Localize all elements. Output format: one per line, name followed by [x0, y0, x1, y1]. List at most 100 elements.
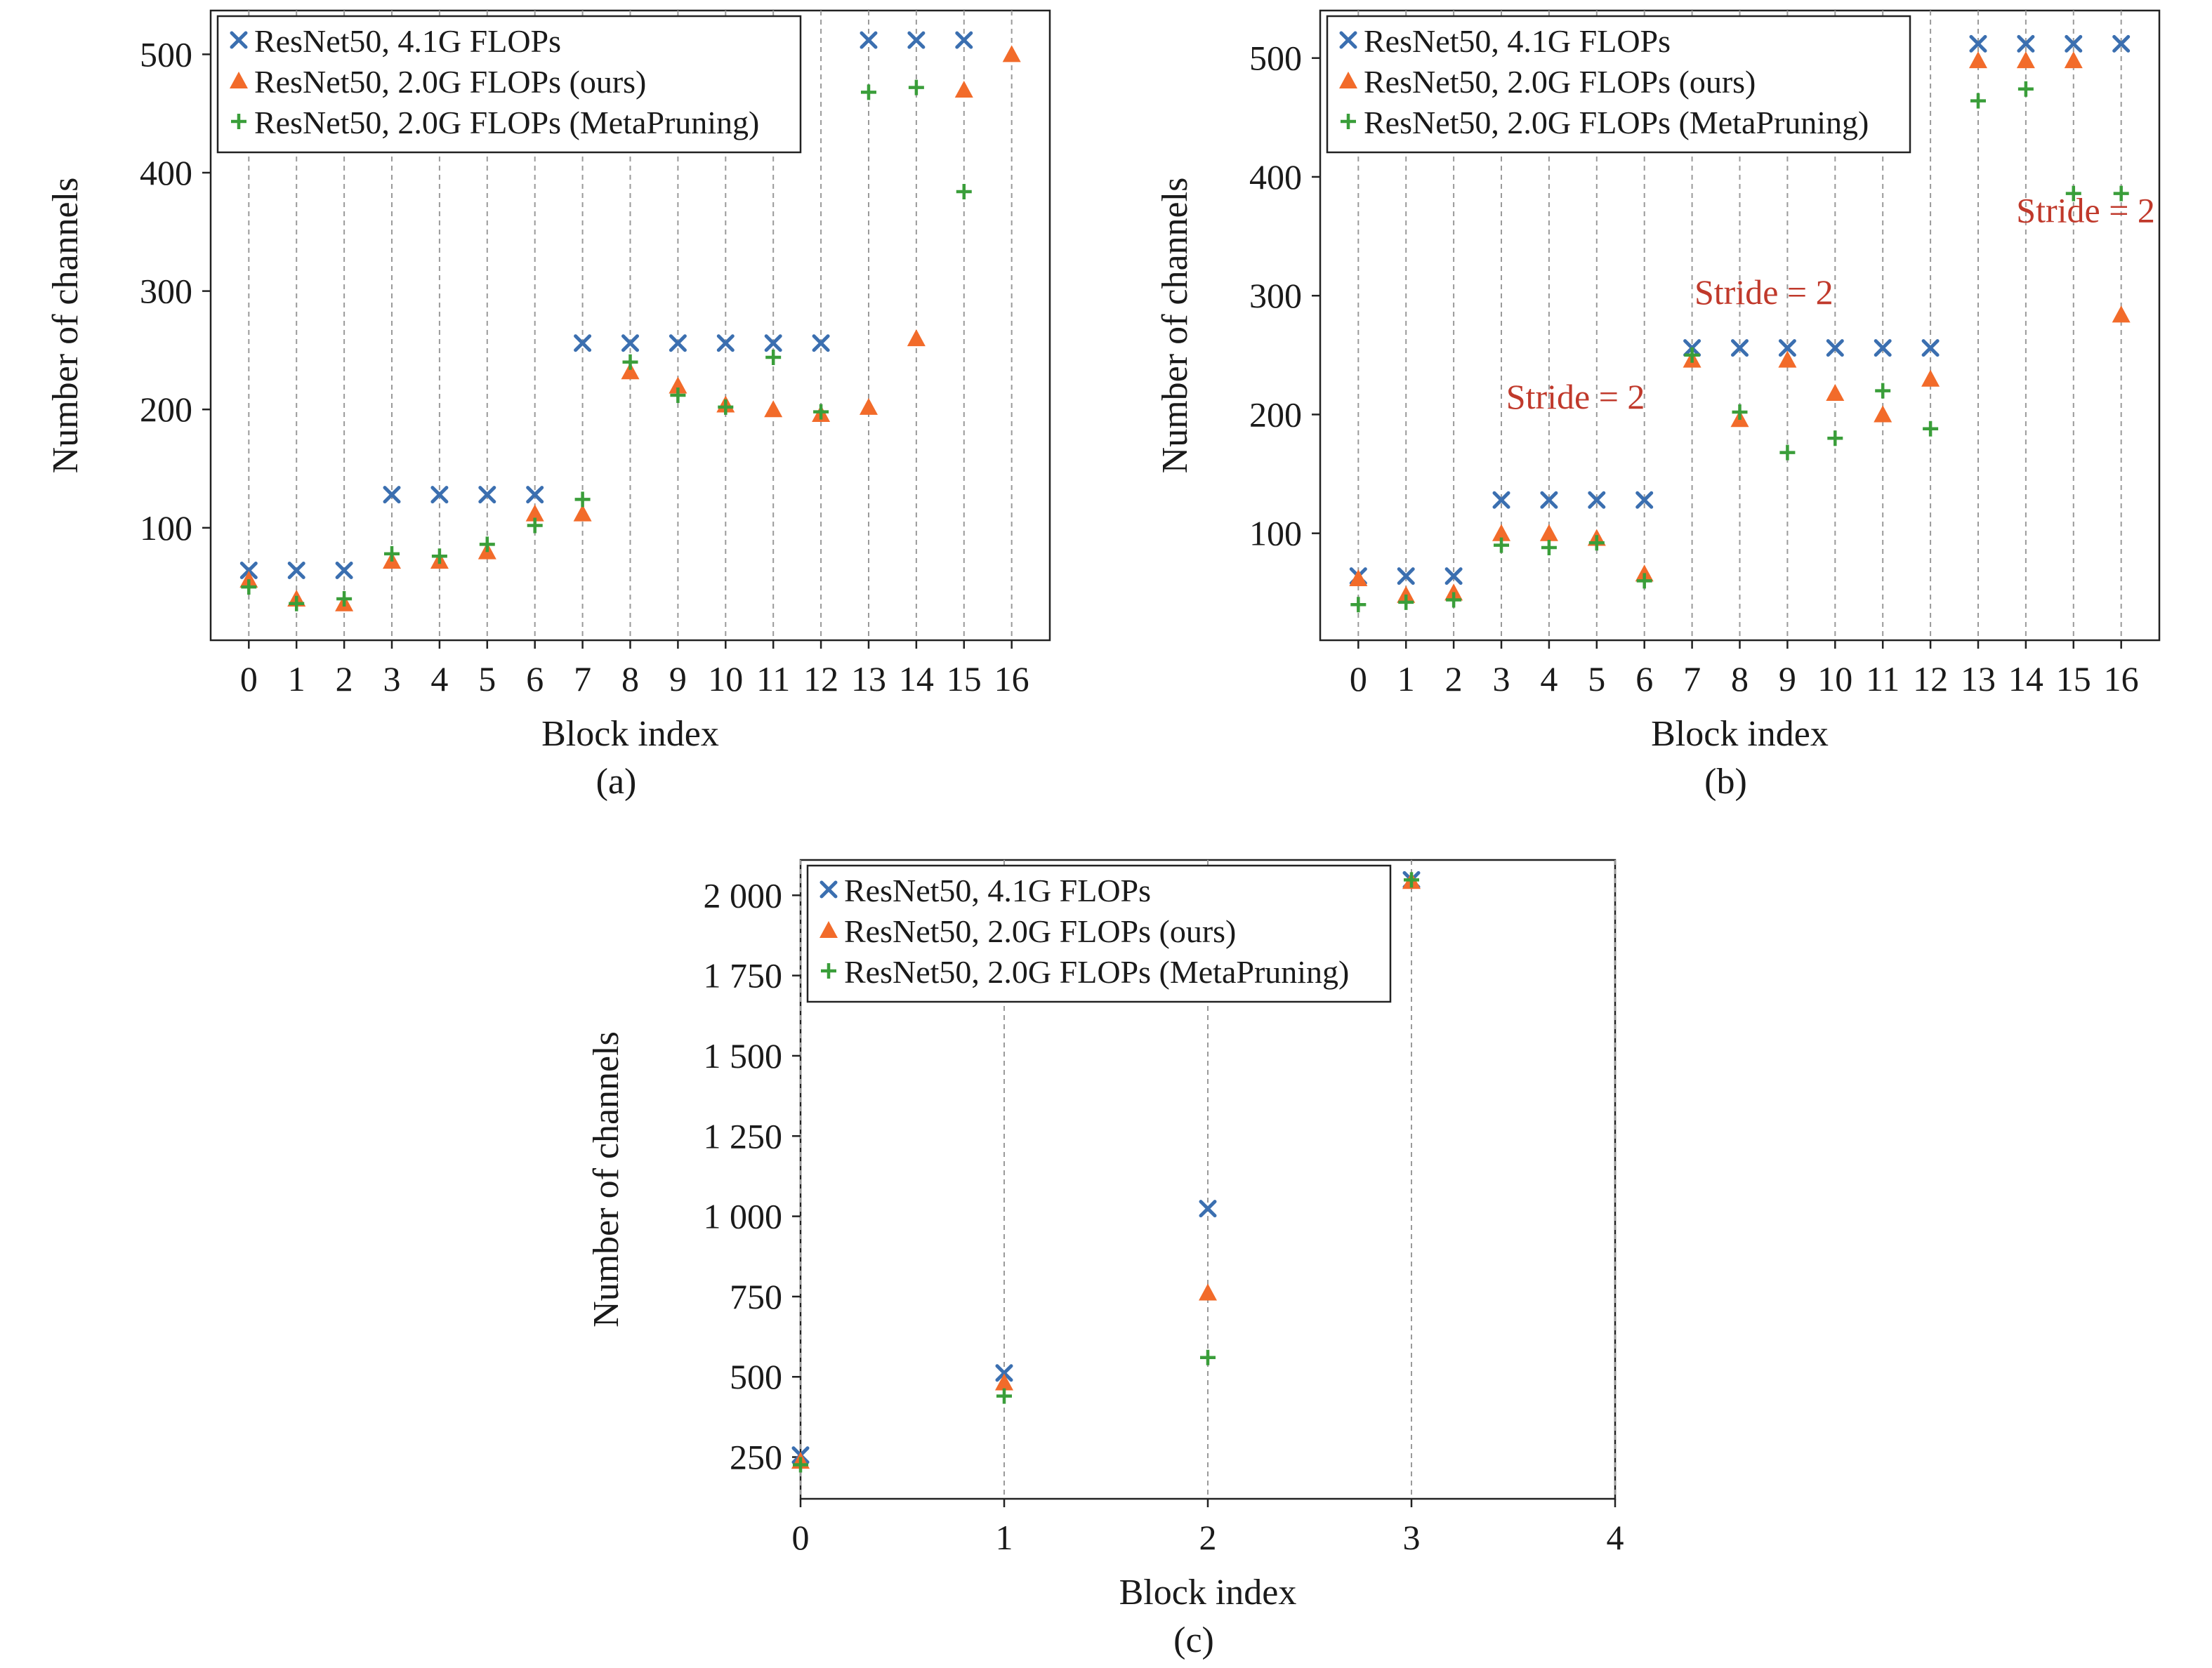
point-plus-5: [1588, 535, 1605, 551]
legend-marker-triangle: [819, 921, 838, 939]
x-tick-label: 16: [994, 659, 1029, 699]
x-tick-label: 16: [2104, 659, 2139, 699]
stride-annotation: Stride = 2: [1694, 272, 1834, 312]
y-tick-label: 400: [140, 153, 192, 192]
legend-entry: ResNet50, 2.0G FLOPs (ours): [844, 913, 1236, 949]
x-axis-label: Block index: [1119, 1573, 1297, 1613]
panel-caption: (a): [596, 762, 637, 802]
legend-marker-x: [1339, 31, 1357, 49]
legend-marker-x: [230, 31, 248, 49]
y-axis-label: Number of channels: [586, 1031, 626, 1328]
point-triangle-11: [1874, 405, 1892, 423]
point-triangle-14: [907, 329, 926, 347]
point-x-1: [287, 562, 305, 580]
x-tick-label: 10: [1817, 659, 1852, 699]
x-tick-label: 9: [669, 659, 687, 699]
legend-marker-plus: [821, 963, 836, 979]
point-x-10: [1826, 339, 1844, 357]
x-tick-label: 14: [2008, 659, 2043, 699]
point-plus-10: [1827, 430, 1843, 446]
point-plus-4: [431, 548, 447, 564]
point-plus-1: [1398, 594, 1414, 610]
legend-entry: ResNet50, 4.1G FLOPs: [254, 23, 561, 59]
x-tick-label: 11: [1866, 659, 1900, 699]
point-triangle-0: [239, 571, 258, 588]
point-x-16: [2112, 34, 2131, 53]
point-x-6: [526, 486, 544, 504]
series-x: [239, 31, 973, 580]
y-tick-label: 250: [730, 1438, 782, 1477]
point-plus-9: [1779, 444, 1796, 461]
point-x-8: [621, 334, 639, 352]
point-plus-3: [1404, 872, 1419, 888]
point-x-10: [716, 334, 735, 352]
y-tick-label: 300: [140, 272, 192, 311]
x-tick-label: 15: [2056, 659, 2091, 699]
point-x-4: [430, 486, 449, 504]
point-x-5: [478, 486, 496, 504]
point-x-11: [1874, 339, 1892, 357]
point-plus-15: [956, 183, 972, 199]
point-plus-9: [670, 387, 686, 403]
point-x-14: [907, 31, 926, 49]
point-triangle-9: [1778, 350, 1797, 368]
point-plus-12: [813, 404, 829, 420]
point-plus-6: [1636, 573, 1652, 589]
series-plus: [241, 79, 972, 611]
point-x-7: [574, 334, 592, 352]
point-plus-8: [622, 354, 638, 370]
x-tick-label: 12: [803, 659, 838, 699]
point-plus-2: [336, 590, 353, 607]
legend-box: [806, 864, 1392, 1003]
x-tick-label: 2: [1445, 659, 1463, 699]
point-x-9: [1778, 339, 1796, 357]
x-tick-label: 9: [1779, 659, 1796, 699]
point-x-8: [1731, 339, 1749, 357]
x-tick-label: 6: [526, 659, 544, 699]
y-tick-label: 1 750: [704, 956, 783, 995]
x-tick-label: 8: [1731, 659, 1749, 699]
point-plus-1: [996, 1388, 1012, 1404]
x-tick-label: 1: [288, 659, 305, 699]
point-x-2: [1199, 1200, 1217, 1218]
point-x-2: [1444, 567, 1463, 585]
point-triangle-16: [2112, 305, 2131, 323]
point-x-1: [1397, 567, 1415, 585]
x-tick-label: 15: [947, 659, 982, 699]
legend: ResNet50, 4.1G FLOPs ResNet50, 2.0G FLOPs…: [216, 15, 802, 154]
point-triangle-13: [1968, 51, 1987, 69]
x-tick-label: 11: [756, 659, 790, 699]
point-x-2: [335, 562, 353, 580]
x-tick-label: 13: [1961, 659, 1996, 699]
point-triangle-6: [525, 504, 544, 522]
point-triangle-8: [621, 362, 640, 380]
x-axis-label: Block index: [1651, 714, 1829, 754]
x-tick-label: 6: [1635, 659, 1653, 699]
point-x-0: [239, 562, 258, 580]
x-tick-label: 7: [574, 659, 591, 699]
point-plus-1: [289, 595, 305, 611]
point-x-6: [1635, 491, 1654, 509]
point-plus-7: [1684, 347, 1700, 363]
x-tick-label: 4: [1540, 659, 1558, 699]
point-plus-12: [1923, 421, 1939, 437]
legend-marker-plus: [1341, 114, 1356, 129]
legend-entry: ResNet50, 2.0G FLOPs (ours): [1364, 64, 1756, 100]
chart-panel-a: 0 1 2 3 4 5 6 7 8 9 10 11 12 13 14 15 16100200300400500B…: [46, 9, 1051, 802]
x-tick-label: 5: [1588, 659, 1605, 699]
point-plus-0: [1350, 597, 1367, 613]
point-triangle-2: [1444, 583, 1463, 601]
point-plus-7: [574, 491, 591, 508]
point-triangle-15: [954, 80, 973, 98]
stride-annotation: Stride = 2: [1506, 377, 1645, 416]
point-triangle-15: [2064, 51, 2083, 69]
x-tick-label: 2: [336, 659, 353, 699]
y-tick-label: 750: [730, 1277, 782, 1316]
point-plus-10: [718, 399, 734, 415]
point-x-3: [1492, 491, 1510, 509]
x-tick-label: 1: [996, 1518, 1013, 1557]
point-plus-16: [2113, 185, 2129, 201]
y-tick-label: 100: [140, 508, 192, 548]
series-plus: [1350, 81, 2129, 613]
point-x-11: [764, 334, 782, 352]
